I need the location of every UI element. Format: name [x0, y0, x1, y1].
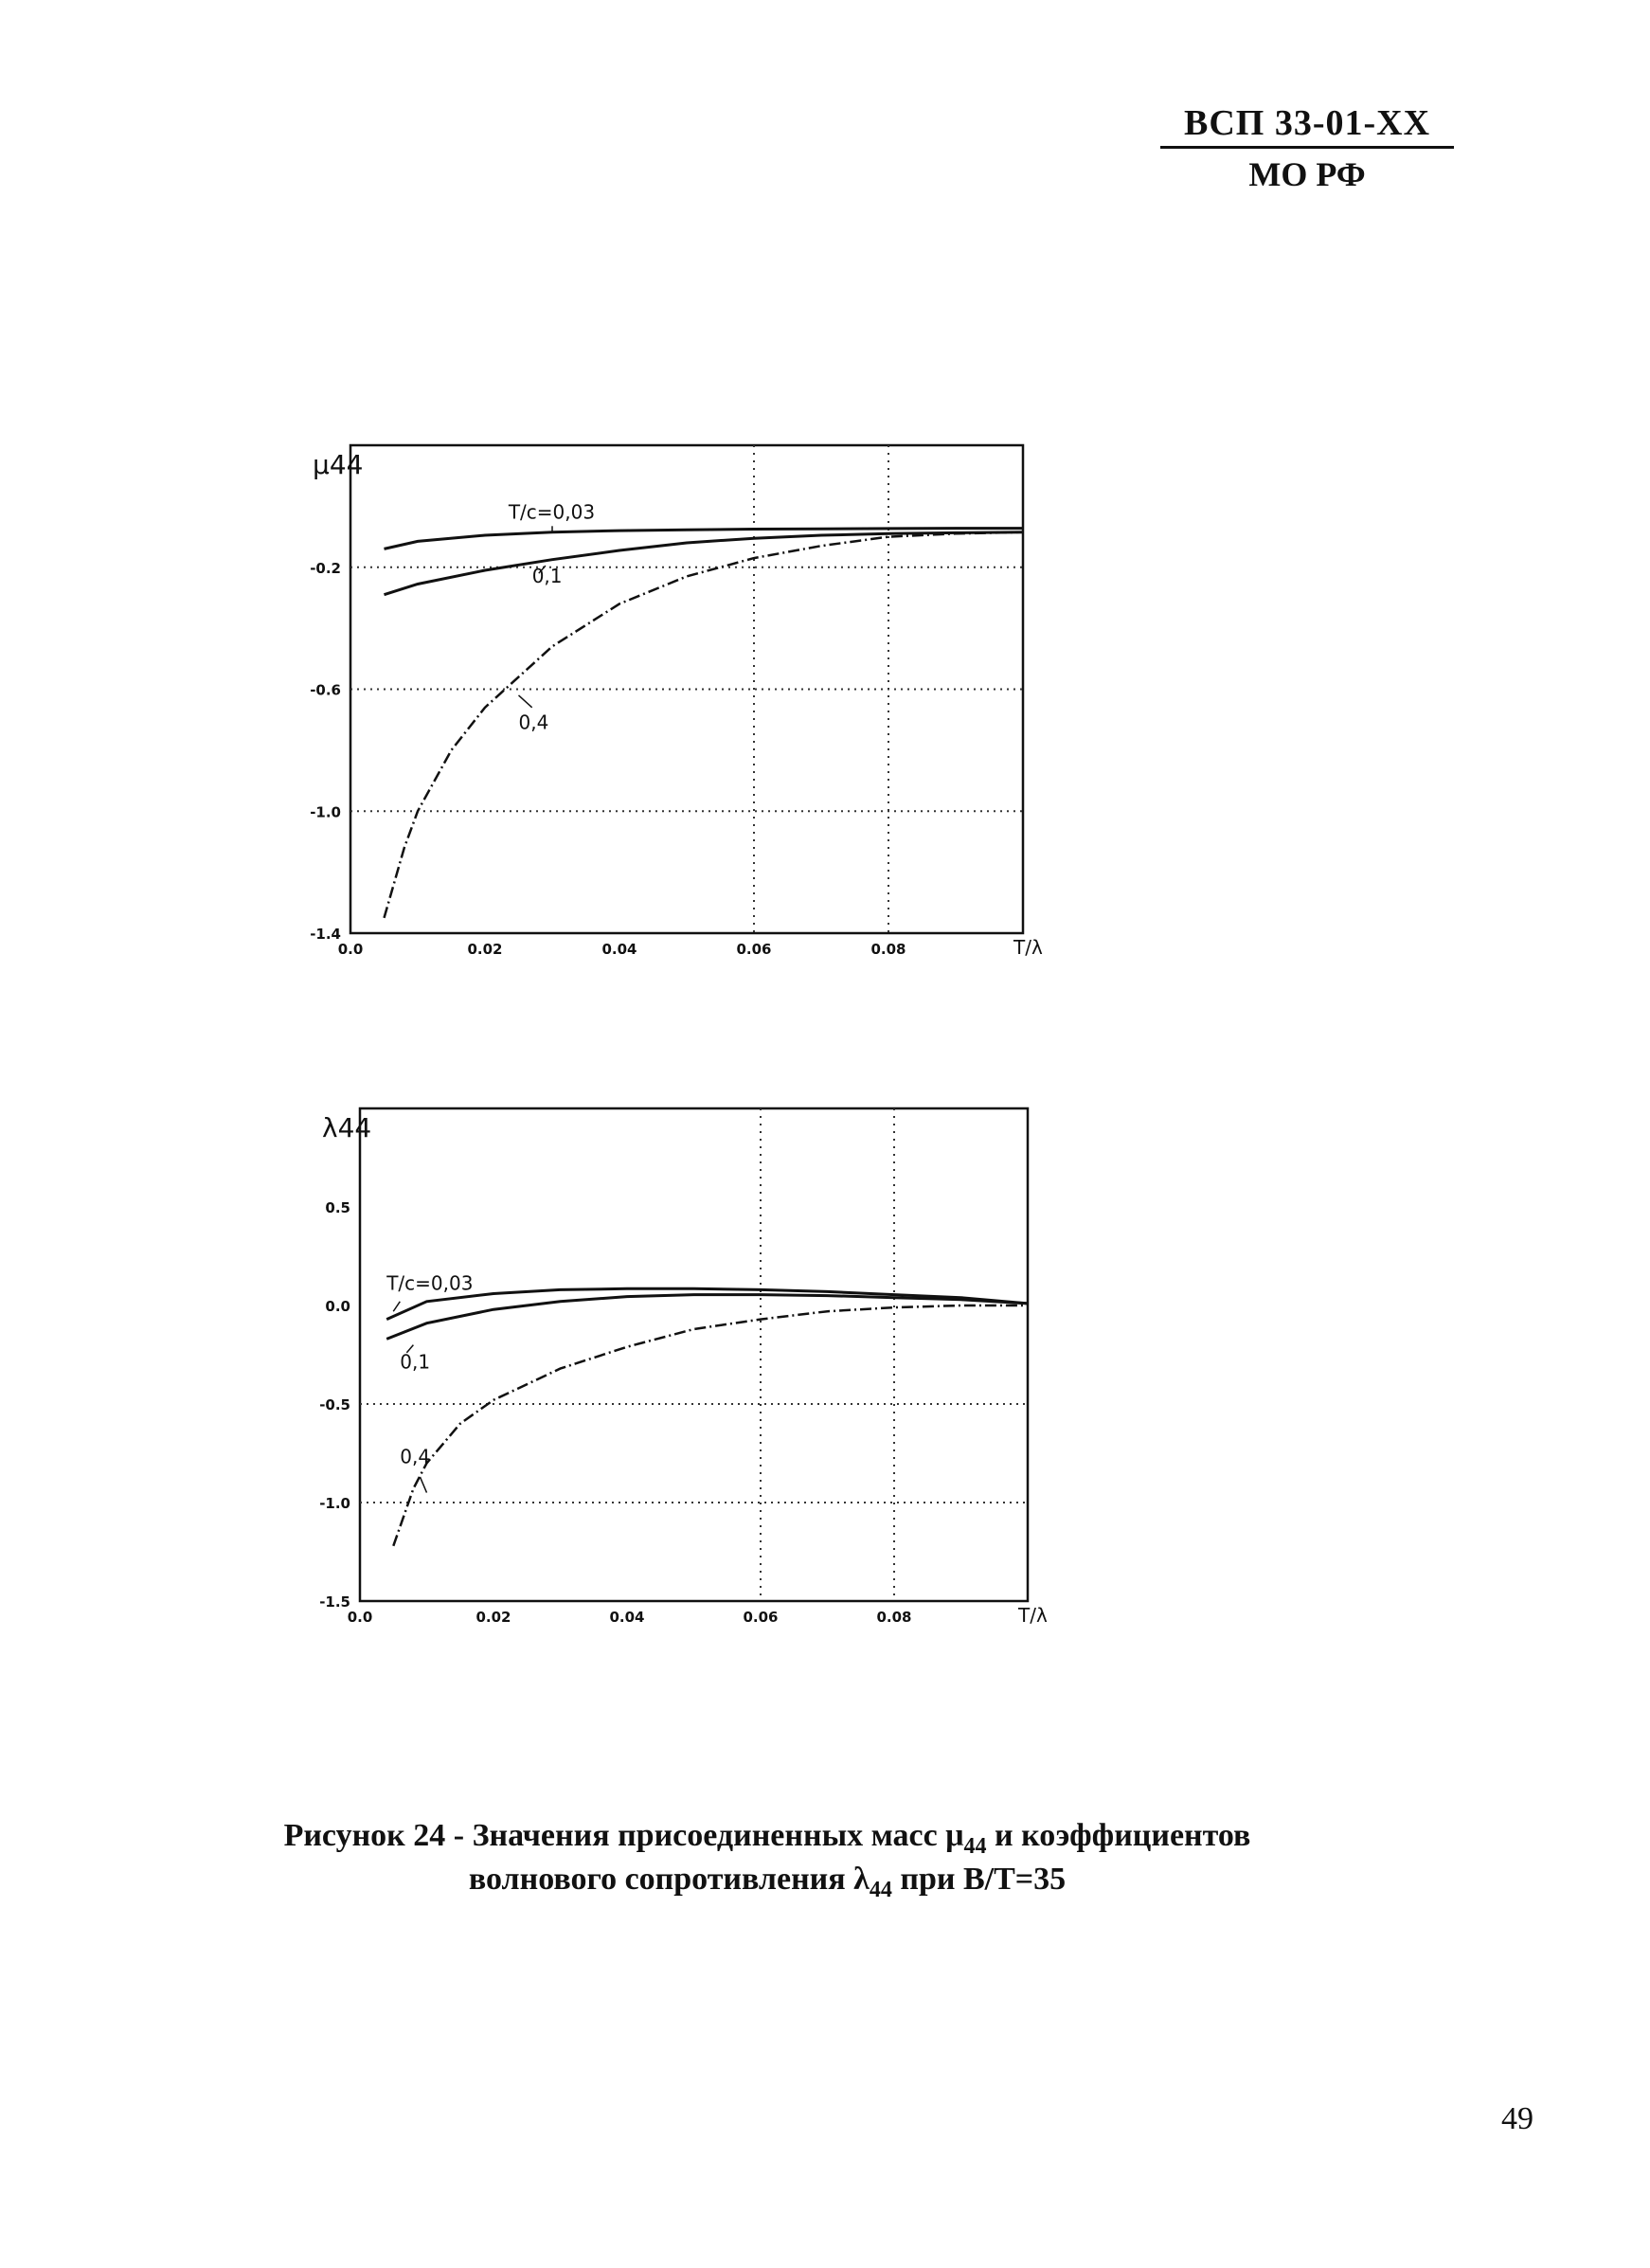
- series-annotation: 0,1: [400, 1351, 430, 1374]
- x-tick-label: 0.02: [475, 1609, 511, 1626]
- y-tick-label: -1.4: [310, 926, 341, 943]
- series-annotation: T/c=0,03: [386, 1271, 473, 1294]
- x-tick-label: 0.0: [338, 941, 364, 958]
- y-tick-label: -0.2: [310, 560, 341, 577]
- series-line-1: [386, 1293, 1029, 1341]
- x-tick-label: 0.08: [876, 1609, 911, 1626]
- y-axis-label: μ44: [313, 449, 363, 480]
- annotation-leader: [419, 1476, 428, 1493]
- series-annotation: 0,1: [532, 565, 563, 587]
- series-line-0: [384, 527, 1023, 550]
- y-tick-label: 0.0: [325, 1298, 350, 1315]
- y-tick-label: 0.5: [325, 1199, 350, 1216]
- x-axis-label: T/λ: [1017, 1604, 1048, 1627]
- y-tick-label: -0.6: [310, 682, 341, 699]
- caption-line-1: Рисунок 24 - Значения присоединенных мас…: [283, 1818, 1251, 1859]
- page-number: 49: [1501, 2101, 1533, 2136]
- series-line-0: [386, 1287, 1029, 1321]
- document-code: ВСП 33-01-XX: [1160, 102, 1454, 149]
- series-annotation: T/c=0,03: [508, 500, 595, 523]
- x-tick-label: 0.02: [467, 941, 502, 958]
- chart-mu44: -0.2 -0.6 -1.0 -1.40.0 0.02 0.04 0.06 0.08 T/λ μ4…: [310, 443, 1043, 959]
- document-header: ВСП 33-01-XX МО РФ: [1160, 102, 1454, 194]
- organization: МО РФ: [1248, 155, 1366, 193]
- annotation-leader: [392, 1301, 401, 1312]
- y-tick-label: -1.5: [319, 1593, 350, 1611]
- y-tick-label: -1.0: [319, 1495, 350, 1512]
- plot-frame: [358, 1107, 1030, 1603]
- x-tick-label: 0.06: [743, 1609, 778, 1626]
- caption-line-2: волнового сопротивления λ44 при B/T=35: [468, 1861, 1067, 1902]
- series-annotation: 0,4: [400, 1445, 430, 1467]
- y-tick-label: -1.0: [310, 803, 341, 820]
- series-line-2: [383, 531, 1024, 919]
- annotation-leader: [517, 694, 533, 709]
- y-axis-label: λ44: [322, 1112, 371, 1143]
- series-line-1: [384, 531, 1024, 597]
- x-tick-label: 0.04: [601, 941, 637, 958]
- chart-lambda44: 0.50.0-0.5-1.0-1.50.0 0.02 0.04 0.06 0.08 T/λ…: [319, 1107, 1048, 1627]
- x-tick-label: 0.04: [609, 1609, 644, 1626]
- x-axis-label: T/λ: [1013, 936, 1043, 959]
- y-tick-label: -0.5: [319, 1396, 350, 1413]
- series-annotation: 0,4: [519, 711, 549, 733]
- x-tick-label: 0.08: [870, 941, 906, 958]
- annotation-leader: [538, 565, 547, 574]
- figure-caption: Рисунок 24 - Значения присоединенных мас…: [152, 1817, 1383, 1903]
- x-tick-label: 0.06: [736, 941, 771, 958]
- series-line-2: [392, 1304, 1028, 1547]
- x-tick-label: 0.0: [348, 1609, 373, 1626]
- annotation-leader: [405, 1344, 414, 1354]
